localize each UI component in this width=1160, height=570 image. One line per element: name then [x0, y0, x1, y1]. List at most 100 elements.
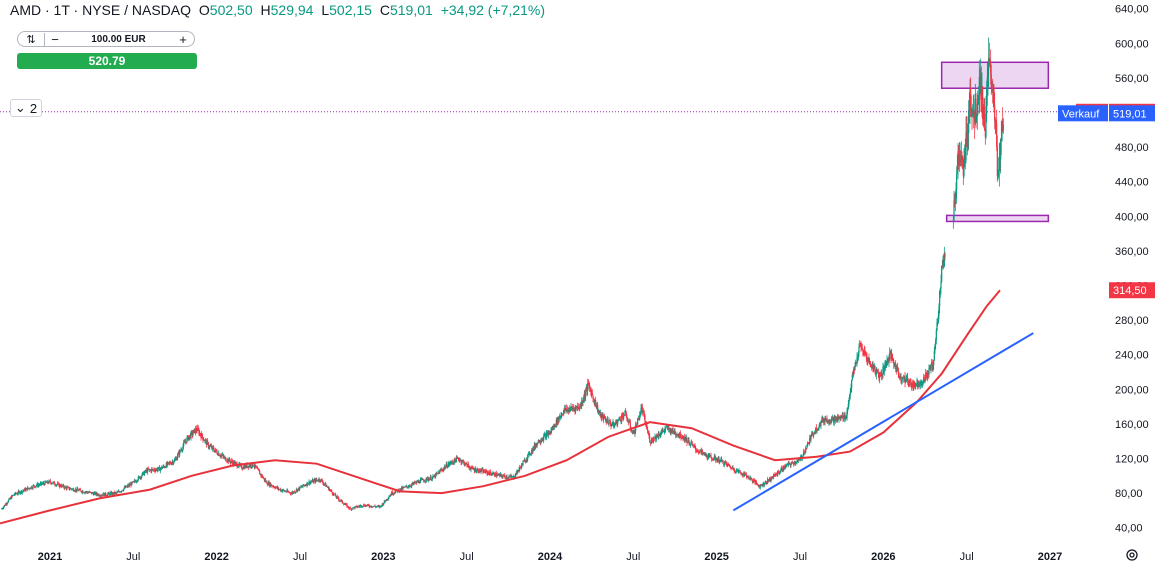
candle-body: [131, 482, 133, 486]
candle-body: [621, 415, 623, 417]
candle-body: [193, 428, 195, 431]
candle-body: [540, 440, 542, 443]
candle-body: [217, 453, 219, 456]
candle-body: [731, 467, 733, 469]
candle-body: [291, 493, 293, 495]
candle-body: [888, 358, 890, 363]
candle-body: [578, 408, 580, 410]
candle-body: [603, 415, 605, 420]
candle-body: [983, 106, 985, 120]
candle-body: [539, 442, 541, 444]
candle-body: [455, 457, 457, 463]
candle-body: [471, 466, 473, 468]
candle-body: [419, 482, 421, 484]
candle-body: [507, 477, 509, 479]
candle-body: [747, 476, 749, 478]
candle-body: [852, 374, 854, 376]
candle-body: [707, 455, 709, 459]
candle-body: [798, 459, 800, 460]
candle-body: [835, 418, 837, 421]
candle-body: [37, 484, 39, 487]
candle-body: [831, 417, 833, 423]
buy-button[interactable]: 520.79: [17, 53, 197, 69]
candle-body: [48, 480, 50, 484]
candle-body: [439, 470, 441, 474]
candle-body: [186, 437, 188, 443]
candle-body: [968, 109, 970, 111]
candle-body: [227, 459, 229, 462]
indicator-toggle[interactable]: ⌄ 2: [10, 99, 42, 117]
candle-body: [327, 487, 329, 489]
candle-body: [321, 479, 323, 481]
candle-body: [110, 492, 112, 494]
y-tick-label: 640,00: [1115, 4, 1149, 16]
candle-body: [430, 476, 432, 480]
candle-body: [546, 432, 548, 434]
candle-body: [256, 467, 258, 469]
candle-body: [435, 473, 437, 475]
candle-body: [103, 493, 105, 496]
candle-body: [147, 468, 149, 470]
candle-body: [85, 491, 87, 493]
candle-body: [755, 481, 757, 484]
candle-body: [459, 460, 461, 461]
candle-body: [519, 466, 521, 468]
candle-body: [842, 415, 844, 419]
swap-icon[interactable]: ⇅: [18, 32, 45, 46]
candle-body: [731, 467, 733, 469]
candle-body: [378, 506, 380, 507]
candle-body: [847, 404, 849, 410]
candle-body: [163, 466, 165, 468]
candle-body: [966, 132, 968, 147]
candle-body: [503, 474, 505, 476]
candle-body: [909, 380, 911, 382]
symbol-header: AMD · 1T · NYSE / NASDAQ O502,50 H529,94…: [10, 2, 545, 18]
candle-body: [139, 476, 141, 479]
candle-body: [189, 435, 191, 437]
candle-body: [694, 445, 696, 448]
candle-body: [478, 472, 480, 473]
candle-body: [120, 491, 122, 493]
candle-body: [51, 483, 53, 485]
candle-body: [917, 384, 919, 387]
candle-body: [719, 461, 721, 463]
candle-body: [346, 504, 348, 508]
candle-body: [41, 483, 43, 485]
candle-body: [75, 489, 77, 491]
candle-body: [932, 365, 934, 370]
candle-body: [439, 470, 441, 472]
candle-body: [57, 483, 59, 485]
candle-body: [913, 381, 915, 389]
settings-icon[interactable]: [1125, 548, 1139, 562]
candle-body: [433, 475, 435, 478]
candle-body: [179, 450, 181, 452]
candle-body: [853, 368, 855, 375]
quantity-stepper[interactable]: ⇅ − 100.00 EUR +: [17, 31, 195, 47]
quantity-value[interactable]: 100.00 EUR: [91, 33, 146, 45]
candle-body: [263, 477, 265, 479]
candle-body: [102, 494, 104, 496]
candle-body: [661, 430, 663, 432]
candle-body: [729, 465, 731, 467]
candle-body: [545, 434, 547, 439]
candle-body: [435, 473, 437, 478]
candle-body: [263, 477, 265, 481]
candle-body: [151, 469, 153, 472]
candle-body: [577, 406, 579, 409]
candle-body: [561, 413, 563, 416]
candle-body: [387, 498, 389, 500]
increase-button[interactable]: +: [179, 31, 187, 47]
candle-body: [141, 473, 143, 476]
candle-body: [975, 98, 977, 121]
candle-body: [81, 491, 83, 493]
x-tick-label: 2024: [538, 551, 563, 563]
candle-body: [352, 507, 354, 509]
candle-body: [286, 490, 288, 492]
candle-body: [7, 500, 9, 503]
candle-body: [355, 506, 357, 507]
candle-body: [794, 461, 796, 464]
candle-body: [345, 503, 347, 505]
decrease-button[interactable]: −: [51, 31, 59, 47]
candle-body: [416, 481, 418, 483]
